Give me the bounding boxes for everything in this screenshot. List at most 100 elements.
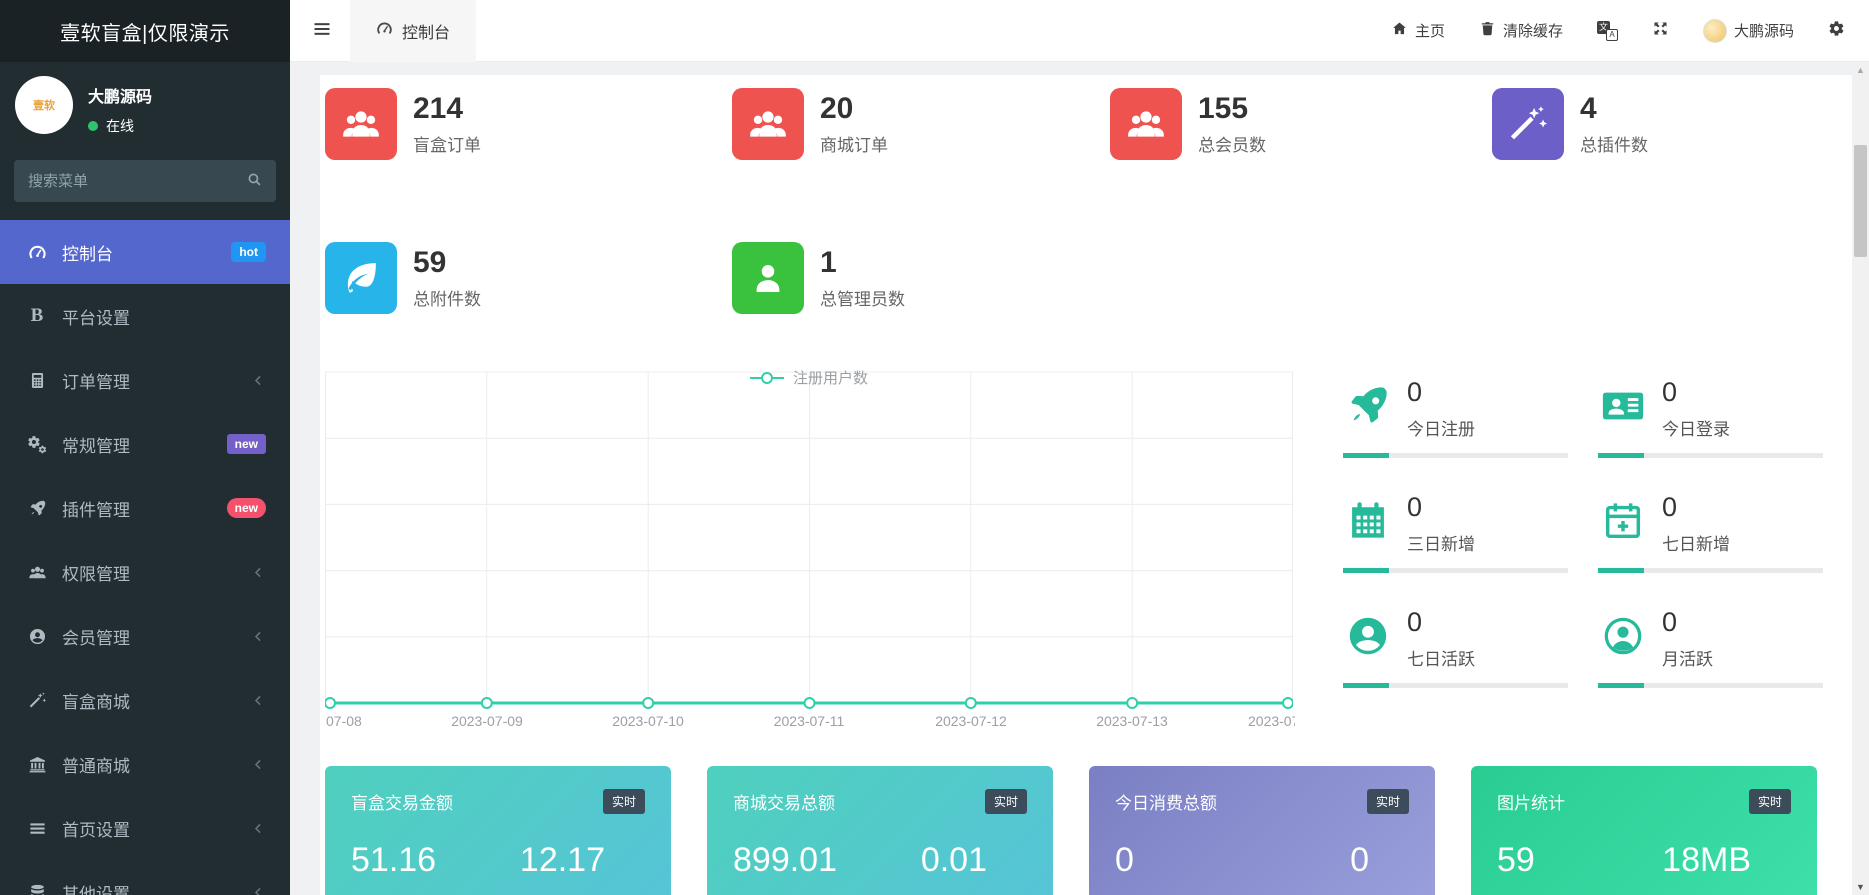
users-group-icon: [732, 88, 804, 160]
mini-value: 0: [1662, 607, 1678, 637]
trash-icon: [1479, 20, 1496, 41]
sidebar-item-label: 插件管理: [62, 500, 130, 520]
progress-bar: [1343, 568, 1568, 573]
search-button[interactable]: [238, 166, 270, 196]
search-input[interactable]: [14, 160, 276, 202]
sidebar-item-general-management[interactable]: 常规管理 new: [0, 412, 290, 476]
stat-total-attachments: 59 总附件数: [325, 242, 481, 314]
chart-legend[interactable]: 注册用户数: [699, 367, 919, 388]
card-value-2: 18MB: [1662, 841, 1751, 879]
calendar-icon: [1345, 498, 1391, 544]
chevron-left-icon: [251, 757, 266, 772]
bank-icon: [24, 755, 50, 774]
sidebar: 壹软盲盒|仅限演示 壹软 大鹏源码 在线: [0, 0, 290, 895]
mini-value: 0: [1662, 492, 1678, 522]
mini-stat-today-register: 0 今日注册: [1343, 375, 1568, 467]
user-panel: 壹软 大鹏源码 在线: [0, 62, 290, 148]
online-dot-icon: [88, 121, 98, 131]
sidebar-item-plugin-management[interactable]: 插件管理 new: [0, 476, 290, 540]
sidebar-item-label: 控制台: [62, 244, 113, 264]
mini-value: 0: [1407, 607, 1423, 637]
sidebar-item-label: 其他设置: [62, 884, 130, 895]
home-link[interactable]: 主页: [1391, 20, 1445, 41]
sidebar-item-platform-settings[interactable]: B 平台设置: [0, 284, 290, 348]
card-title: 商城交易总额: [733, 794, 835, 813]
user-avatar: [1702, 18, 1727, 43]
calendar-plus-icon: [1600, 498, 1646, 544]
progress-bar: [1598, 453, 1823, 458]
card-value-2: 0: [1350, 841, 1369, 879]
sidebar-item-dashboard[interactable]: 控制台 hot: [0, 220, 290, 284]
mini-stat-three-day-new: 0 三日新增: [1343, 490, 1568, 582]
scroll-up-icon[interactable]: ▲: [1856, 65, 1865, 75]
tab-dashboard[interactable]: 控制台: [350, 0, 477, 62]
sidebar-item-label: 首页设置: [62, 820, 130, 840]
chevron-left-icon: [251, 565, 266, 580]
fullscreen-button[interactable]: [1652, 20, 1669, 41]
card-mall-transactions: 商城交易总额 实时 899.01 0.01: [707, 766, 1053, 895]
sidebar-item-label: 权限管理: [62, 564, 130, 584]
new-badge: new: [226, 498, 266, 518]
sidebar-toggle-button[interactable]: [312, 19, 332, 42]
card-title: 图片统计: [1497, 794, 1565, 813]
user-circle-outline-icon: [1600, 613, 1646, 659]
sidebar-item-home-settings[interactable]: 首页设置: [0, 796, 290, 860]
sidebar-item-permission-management[interactable]: 权限管理: [0, 540, 290, 604]
bold-b-icon: B: [30, 305, 44, 326]
stat-value: 4: [1580, 92, 1597, 125]
user-menu[interactable]: 大鹏源码: [1702, 18, 1794, 43]
sidebar-item-order-management[interactable]: 订单管理: [0, 348, 290, 412]
progress-bar: [1343, 453, 1568, 458]
stat-value: 1: [820, 246, 837, 279]
rocket-icon: [24, 499, 50, 518]
search-icon: [246, 173, 263, 191]
card-title: 今日消费总额: [1115, 794, 1217, 813]
progress-bar: [1598, 683, 1823, 688]
sidebar-item-member-management[interactable]: 会员管理: [0, 604, 290, 668]
legend-label: 注册用户数: [792, 370, 868, 387]
stat-total-members: 155 总会员数: [1110, 88, 1266, 160]
realtime-badge: 实时: [984, 789, 1027, 814]
mini-stat-seven-day-active: 0 七日活跃: [1343, 605, 1568, 697]
card-value-2: 0.01: [920, 841, 987, 879]
mini-stat-month-active: 0 月活跃: [1598, 605, 1823, 697]
sidebar-item-other-settings[interactable]: 其他设置: [0, 860, 290, 895]
card-blindbox-transactions: 盲盒交易金额 实时 51.16 12.17: [325, 766, 671, 895]
sidebar-item-blindbox-mall[interactable]: 盲盒商城: [0, 668, 290, 732]
mini-label: 七日新增: [1662, 535, 1730, 554]
card-image-stats: 图片统计 实时 59 18MB: [1471, 766, 1817, 895]
menu-search: [14, 160, 276, 202]
scroll-down-icon[interactable]: ▼: [1856, 882, 1865, 892]
card-value-1: 899.01: [733, 841, 837, 879]
gears-icon: [24, 435, 50, 454]
stat-value: 20: [820, 92, 854, 125]
mini-stat-today-login: 0 今日登录: [1598, 375, 1823, 467]
registered-users-chart: [325, 371, 1293, 709]
card-value-1: 59: [1497, 841, 1535, 879]
scrollbar-thumb[interactable]: [1854, 145, 1867, 257]
scrollbar[interactable]: ▲ ▼: [1852, 62, 1869, 895]
chevron-left-icon: [251, 821, 266, 836]
x-tick: 2023-07-09: [451, 713, 523, 729]
sidebar-item-label: 订单管理: [62, 372, 130, 392]
chevron-left-icon: [251, 885, 266, 895]
content-panel: [320, 75, 1852, 895]
sidebar-item-normal-mall[interactable]: 普通商城: [0, 732, 290, 796]
tab-label: 控制台: [402, 24, 451, 42]
realtime-badge: 实时: [1366, 789, 1409, 814]
user-circle-icon: [24, 627, 50, 646]
stat-label: 总插件数: [1580, 136, 1648, 155]
magic-wand-icon: [1492, 88, 1564, 160]
chevron-left-icon: [251, 629, 266, 644]
users-group-icon: [1110, 88, 1182, 160]
card-value-1: 51.16: [351, 841, 437, 879]
sidebar-menu: 控制台 hot B 平台设置 订单管理: [0, 220, 290, 895]
card-title: 盲盒交易金额: [351, 794, 453, 813]
x-tick: 2023-07-13: [1096, 713, 1168, 729]
settings-button[interactable]: [1828, 20, 1845, 41]
clear-cache-button[interactable]: 清除缓存: [1479, 20, 1563, 41]
